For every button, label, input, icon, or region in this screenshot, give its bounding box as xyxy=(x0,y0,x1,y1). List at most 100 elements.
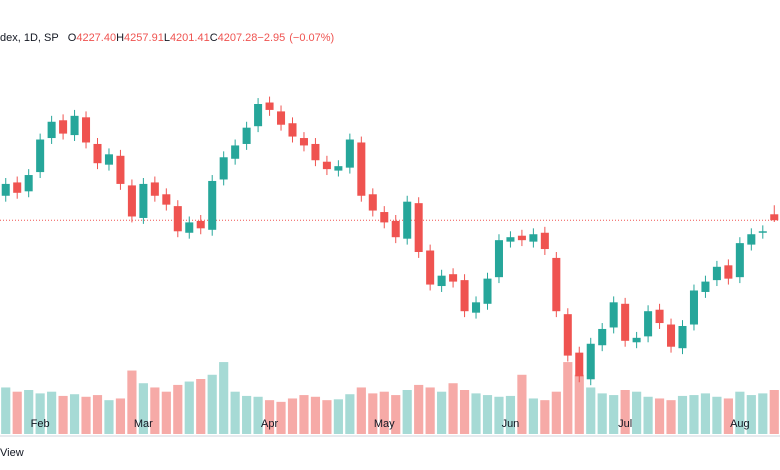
symbol: dex, 1D, SP xyxy=(0,32,59,44)
volume-bar xyxy=(161,391,171,434)
volume-bar xyxy=(746,395,756,434)
candle-body xyxy=(391,220,400,238)
x-tick-label: Jul xyxy=(618,418,632,430)
volume-bar xyxy=(58,395,68,434)
candle-body xyxy=(231,145,240,159)
volume-bar xyxy=(654,398,665,434)
legend-value: 4257.91 xyxy=(124,32,164,44)
legend-value: 4201.41 xyxy=(169,32,210,44)
candle-body xyxy=(299,138,308,146)
candle-body xyxy=(36,139,45,173)
candle-body xyxy=(724,265,733,279)
candle-body xyxy=(598,328,607,346)
volume-bar xyxy=(677,395,688,434)
volume-bar xyxy=(138,383,148,434)
candle-body xyxy=(116,155,125,184)
volume-bar xyxy=(712,396,722,434)
candle-body xyxy=(712,266,721,281)
candle-body xyxy=(689,290,698,325)
legend-key: L xyxy=(163,32,170,44)
candle-body xyxy=(517,235,526,241)
candle-body xyxy=(529,234,538,242)
volume-bar xyxy=(196,379,206,434)
legend-key: H xyxy=(116,32,125,44)
volume-bar xyxy=(723,398,733,434)
volume-bar xyxy=(471,393,481,434)
volume-bar xyxy=(425,387,435,434)
legend-key: O xyxy=(67,32,77,44)
volume-bar xyxy=(173,384,183,434)
candle-body xyxy=(265,102,274,110)
volume-bar xyxy=(379,391,389,434)
volume-bar xyxy=(333,399,343,434)
candle-body xyxy=(563,314,572,356)
candle-body xyxy=(449,274,458,282)
candle-body xyxy=(70,115,79,136)
candle-body xyxy=(219,157,228,180)
volume-bar xyxy=(276,401,286,434)
candle-body xyxy=(644,311,653,337)
legend-key: C xyxy=(209,32,218,44)
candle-body xyxy=(242,127,251,144)
candle-body xyxy=(82,117,91,143)
volume-bar xyxy=(1,387,11,434)
candle-body xyxy=(609,302,618,328)
volume-bar xyxy=(322,400,332,434)
candle-body xyxy=(1,183,10,196)
volume-bar xyxy=(287,398,298,434)
candle-body xyxy=(345,139,354,168)
x-tick-label: Aug xyxy=(730,418,750,430)
volume-bar xyxy=(586,387,596,434)
volume-bar xyxy=(47,391,57,434)
candle-body xyxy=(701,281,710,292)
candle-body xyxy=(322,161,331,170)
x-tick-label: Mar xyxy=(134,418,153,430)
volume-bar xyxy=(666,400,676,434)
volume-bar xyxy=(299,395,309,434)
volume-bar xyxy=(219,362,229,434)
candle-body xyxy=(173,206,182,232)
volume-bar xyxy=(459,390,470,434)
ohlc-legend: dex, 1D, SP O4227.40H4257.91L4201.41C420… xyxy=(0,32,334,44)
candle-body xyxy=(368,194,377,211)
candle-body xyxy=(472,302,481,313)
volume-bar xyxy=(609,395,619,434)
candle-body xyxy=(655,309,664,324)
candle-body xyxy=(414,203,423,252)
x-tick-label: Apr xyxy=(261,418,278,430)
volume-bar xyxy=(448,383,458,434)
volume-bar xyxy=(253,396,263,434)
candle-body xyxy=(254,104,263,127)
volume-bar xyxy=(505,395,516,434)
candle-body xyxy=(104,154,113,165)
candle-body xyxy=(770,214,779,221)
volume-bar xyxy=(735,391,745,434)
volume-bar xyxy=(127,370,137,434)
volume-bar xyxy=(689,395,699,434)
volume-bar xyxy=(81,396,91,434)
candle-body xyxy=(758,231,767,233)
volume-bar xyxy=(517,374,527,434)
candle-body xyxy=(357,142,366,196)
candle-body xyxy=(277,111,286,125)
candle-body xyxy=(127,185,136,217)
volume-bar xyxy=(242,395,252,434)
candle-body xyxy=(506,237,515,242)
volume-bar xyxy=(597,393,607,434)
change-value: −2.95 xyxy=(257,32,286,44)
volume-bar xyxy=(264,400,275,434)
candle-body xyxy=(735,243,744,278)
volume-bar xyxy=(540,400,550,434)
volume-bar xyxy=(69,394,80,434)
candle-body xyxy=(162,194,171,205)
candle-body xyxy=(437,275,446,287)
volume-bar xyxy=(184,381,194,434)
candle-body xyxy=(403,201,412,239)
footer-text: View xyxy=(0,447,24,459)
volume-bar xyxy=(150,387,160,434)
candle-body xyxy=(150,182,159,196)
candle-body xyxy=(185,222,194,233)
volume-bar xyxy=(574,374,584,434)
volume-bar xyxy=(24,390,34,434)
